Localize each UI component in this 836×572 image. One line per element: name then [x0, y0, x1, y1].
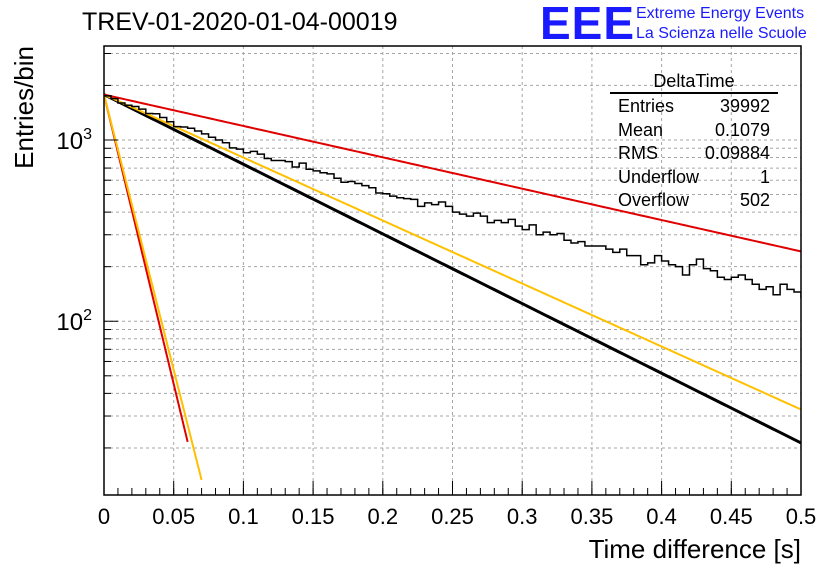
- stats-row-rms: RMS 0.09884: [610, 142, 778, 166]
- histogram-outline: [104, 95, 801, 299]
- y-axis-label: Entries/bin: [9, 46, 39, 169]
- stats-label: RMS: [618, 143, 658, 163]
- fit-curves: [104, 93, 801, 481]
- stats-value: 1: [759, 166, 770, 187]
- histogram-steps: [104, 95, 801, 299]
- stats-value: 39992: [719, 96, 770, 116]
- y-tick-label: 103: [56, 126, 92, 155]
- stats-box: DeltaTime Entries 39992 Mean 0.1079 RMS 0.0…: [610, 70, 778, 213]
- fit-curve-1: [104, 93, 801, 411]
- grid-lines: [104, 46, 801, 495]
- x-tick-label: 0.5: [786, 504, 817, 529]
- x-tick-label: 0.2: [368, 504, 399, 529]
- x-tick-label: 0.15: [292, 504, 335, 529]
- fit-curve-2: [104, 93, 801, 253]
- brand-line-1: Extreme Energy Events: [636, 5, 805, 22]
- x-tick-label: 0.45: [710, 504, 753, 529]
- stats-title: DeltaTime: [653, 71, 735, 91]
- x-axis-label: Time difference [s]: [589, 534, 801, 564]
- stats-row-overflow: Overflow 502: [610, 189, 778, 213]
- stats-label: Mean: [618, 119, 664, 140]
- brand-line-2: La Scienza nelle Scuole: [636, 25, 807, 42]
- stats-value: 0.09884: [704, 143, 770, 163]
- stats-divider: [610, 92, 778, 94]
- eee-logo: EEE: [540, 0, 636, 49]
- x-tick-label: 0.3: [507, 504, 538, 529]
- stats-row-entries: Entries 39992: [610, 95, 778, 119]
- y-tick-labels: 102 103: [56, 126, 92, 336]
- stats-value: 0.1079: [714, 119, 770, 140]
- x-tick-label: 0.4: [646, 504, 677, 529]
- stats-row-mean: Mean 0.1079: [610, 119, 778, 143]
- stats-row-underflow: Underflow 1: [610, 166, 778, 190]
- x-tick-label: 0.05: [152, 504, 195, 529]
- y-tick-label: 102: [56, 307, 92, 336]
- stats-label: Overflow: [618, 190, 690, 210]
- fit-curve-0: [104, 93, 801, 445]
- x-tick-label: 0.35: [570, 504, 613, 529]
- x-tick-label: 0.25: [431, 504, 474, 529]
- fit-curve-4: [104, 94, 203, 481]
- stats-label: Entries: [618, 96, 675, 116]
- x-tick-labels: 0 0.05 0.1 0.15 0.2 0.25 0.3 0.35 0.4 0.45 0.5: [98, 504, 816, 529]
- x-tick-label: 0.1: [228, 504, 259, 529]
- x-tick-label: 0: [98, 504, 110, 529]
- stats-label: Underflow: [618, 166, 700, 187]
- axis-ticks: [103, 53, 802, 495]
- run-title: TREV-01-2020-01-04-00019: [82, 8, 398, 36]
- stats-value: 502: [739, 190, 770, 210]
